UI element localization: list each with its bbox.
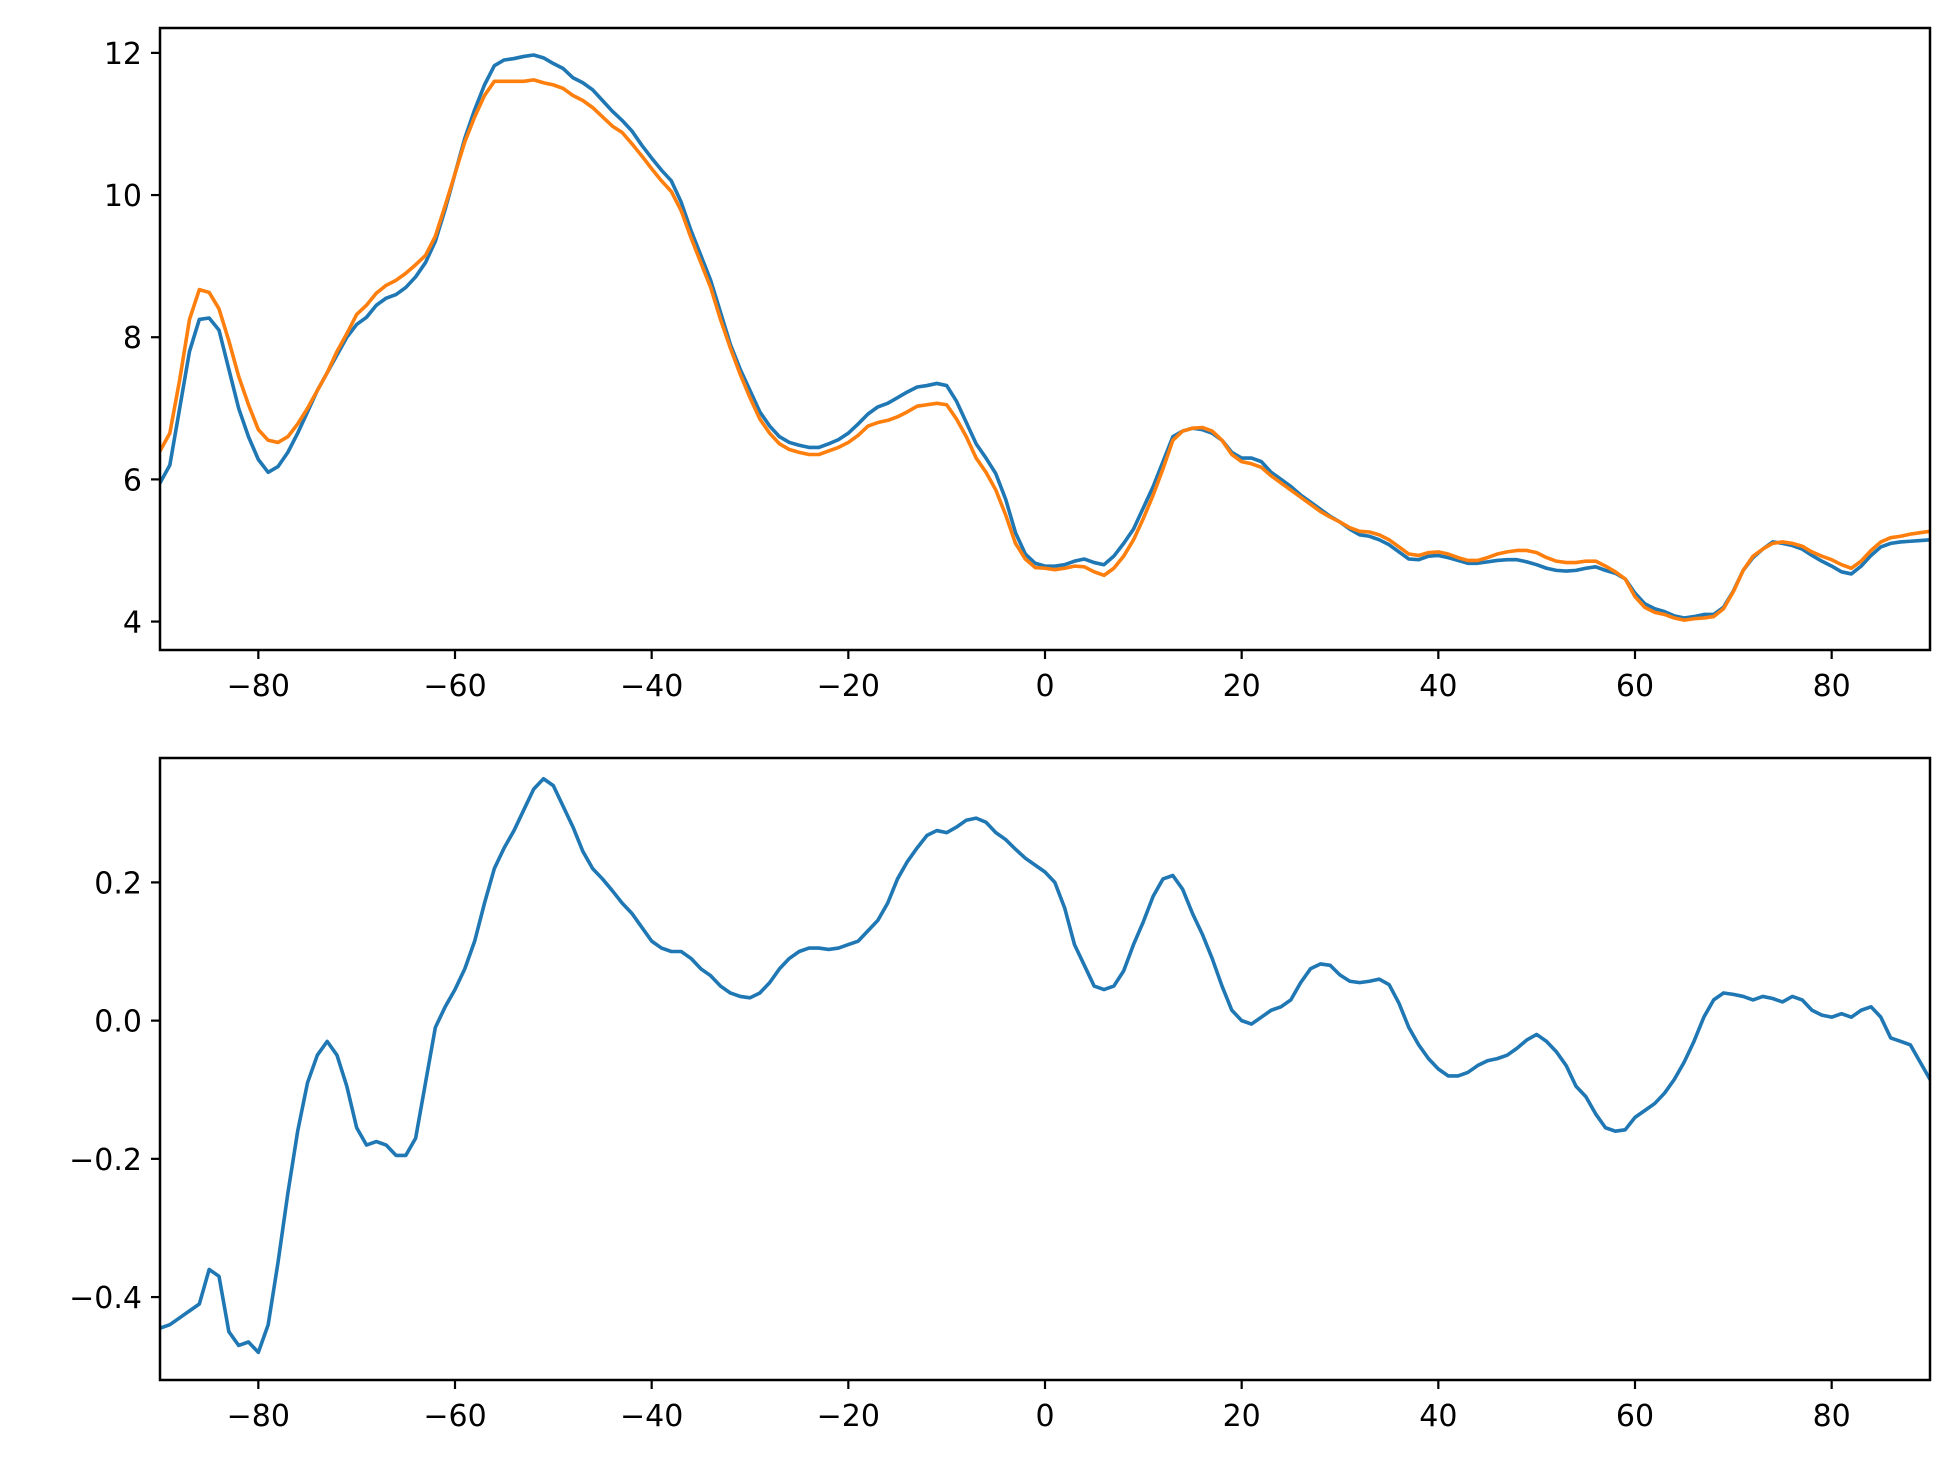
x-tick-label: 80 (1813, 1399, 1851, 1434)
series-line-2 (160, 78, 1930, 622)
y-tick-label: −0.2 (69, 1143, 142, 1178)
bottom-line-chart: −80 −60 −40 −20 0 20 40 60 80 −0.4 −0.2 0.0 0.2 (69, 756, 1932, 1434)
x-tick-label: −40 (620, 669, 683, 704)
x-tick-label: 40 (1419, 669, 1457, 704)
x-tick-label: 20 (1223, 1399, 1261, 1434)
x-tick-label: 20 (1223, 669, 1261, 704)
y-tick-label: −0.4 (69, 1281, 142, 1316)
y-tick-label: 8 (123, 321, 142, 356)
x-tick-label: 0 (1035, 669, 1054, 704)
x-tick-label: 0 (1035, 1399, 1054, 1434)
series-line-1 (160, 53, 1930, 620)
x-tick-label: −40 (620, 1399, 683, 1434)
x-tick-label: −60 (423, 1399, 486, 1434)
y-tick-label: 6 (123, 463, 142, 498)
x-tick-label: −60 (423, 669, 486, 704)
top-line-chart: −80 −60 −40 −20 0 20 40 60 80 4 6 8 10 12 (104, 26, 1932, 704)
y-tick-label: 10 (104, 179, 142, 214)
x-tick-label: −20 (817, 669, 880, 704)
y-tick-label: 0.2 (94, 866, 142, 901)
x-tick-label: −80 (227, 669, 290, 704)
x-tick-label: −20 (817, 1399, 880, 1434)
y-tick-label: 12 (104, 37, 142, 72)
x-tick-label: 60 (1616, 1399, 1654, 1434)
axes-frame (158, 26, 1932, 652)
x-tick-label: 80 (1813, 669, 1851, 704)
series-line-1 (160, 776, 1930, 1355)
x-tick-label: 60 (1616, 669, 1654, 704)
y-tick-label: 4 (123, 606, 142, 641)
y-tick-label: 0.0 (94, 1005, 142, 1040)
x-tick-label: −80 (227, 1399, 290, 1434)
axes-frame (158, 756, 1932, 1382)
x-tick-label: 40 (1419, 1399, 1457, 1434)
